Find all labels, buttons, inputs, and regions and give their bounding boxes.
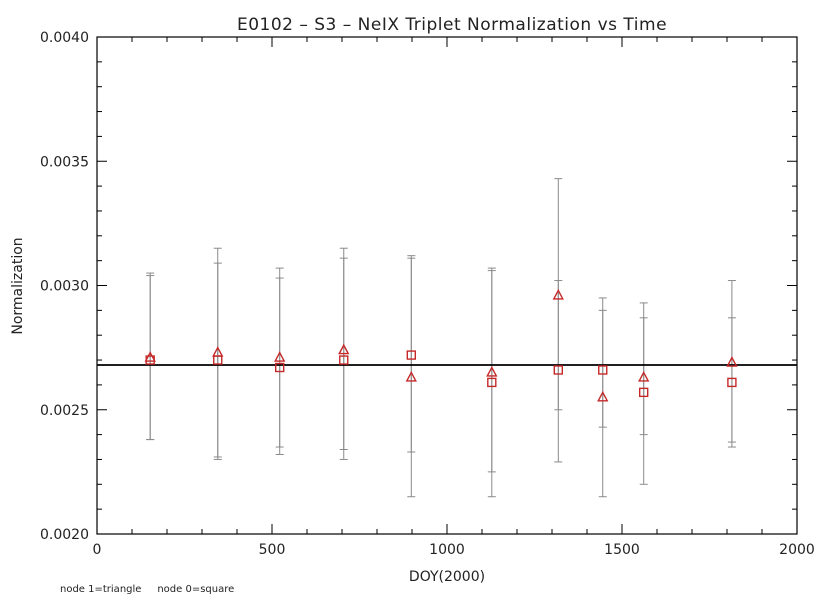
y-axis-label: Normalization bbox=[10, 237, 26, 334]
x-tick-label: 0 bbox=[93, 542, 102, 558]
triangle-marker bbox=[486, 365, 498, 377]
square-marker bbox=[275, 362, 285, 373]
square-marker bbox=[553, 365, 563, 375]
square-marker bbox=[145, 355, 155, 365]
legend-footnote: node 1=triangle node 0=square bbox=[60, 584, 234, 595]
triangle-marker bbox=[338, 343, 350, 355]
triangle-marker bbox=[552, 288, 564, 300]
x-tick-label: 2000 bbox=[779, 542, 815, 558]
triangle-marker bbox=[274, 351, 286, 362]
marker-layer bbox=[144, 288, 738, 402]
tick-label-layer: 0 500 1000 1500 2000 0.0020 0.0025 0.0030 0.0035… bbox=[40, 30, 815, 558]
triangle-marker bbox=[597, 390, 609, 402]
x-tick-label: 500 bbox=[259, 542, 286, 558]
triangle-marker bbox=[726, 356, 738, 367]
x-axis-label: DOY(2000) bbox=[409, 569, 485, 585]
triangle-marker bbox=[405, 370, 417, 382]
square-marker bbox=[487, 377, 497, 388]
errorbar-layer bbox=[146, 178, 736, 498]
square-marker bbox=[213, 355, 223, 365]
x-tick-label: 1000 bbox=[429, 542, 465, 558]
square-marker bbox=[598, 365, 608, 375]
triangle-marker bbox=[638, 370, 650, 382]
y-tick-label: 0.0040 bbox=[40, 30, 89, 46]
y-tick-label: 0.0035 bbox=[40, 154, 89, 170]
chart-title: E0102 – S3 – NeIX Triplet Normalization … bbox=[237, 15, 667, 35]
square-marker bbox=[406, 350, 416, 360]
x-tick-label: 1500 bbox=[604, 542, 640, 558]
square-marker bbox=[727, 377, 737, 388]
y-tick-label: 0.0030 bbox=[40, 279, 89, 295]
tick-layer bbox=[96, 36, 798, 535]
y-tick-label: 0.0025 bbox=[40, 403, 89, 419]
y-tick-label: 0.0020 bbox=[40, 527, 89, 543]
plot-frame bbox=[96, 36, 798, 535]
square-marker bbox=[639, 387, 649, 398]
square-marker bbox=[339, 355, 349, 365]
triangle-marker bbox=[144, 351, 156, 362]
